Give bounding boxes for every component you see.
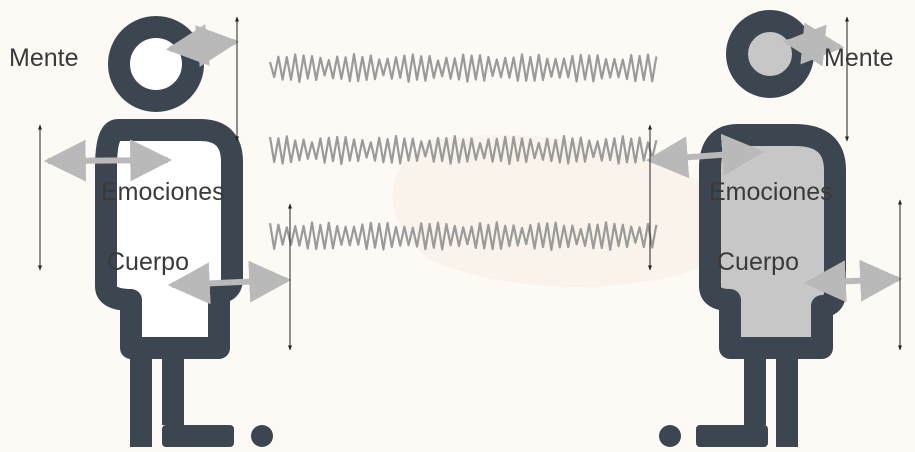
right-emotions-double-arrow (645, 133, 765, 179)
left-mind-double-arrow (165, 24, 240, 67)
right-person-dot (659, 425, 681, 447)
left-body-double-arrow (167, 260, 292, 305)
right-emotions-label: Emociones (709, 178, 833, 206)
right-body-label: Cuerpo (717, 248, 799, 276)
mind-wave (268, 52, 658, 83)
left-person-leg-right (162, 345, 184, 425)
right-person-leg-left (744, 345, 766, 425)
double-arrows (43, 22, 903, 305)
left-emotions-label: Emociones (101, 178, 225, 206)
body-wave (268, 221, 658, 251)
emotions-wave (268, 135, 658, 166)
left-emotions-double-arrow (43, 139, 173, 182)
right-mind-label: Mente (824, 44, 894, 72)
left-body-label: Cuerpo (107, 248, 189, 276)
left-person-head (108, 16, 204, 112)
left-person-foot (162, 425, 234, 447)
right-person-foot (696, 425, 768, 447)
measure-lines (38, 16, 902, 351)
right-person-torso (699, 124, 846, 359)
right-person-leg-right (776, 345, 798, 447)
left-person-leg-left (130, 345, 152, 447)
left-person-dot (251, 425, 273, 447)
left-mind-label: Mente (9, 44, 79, 72)
right-person-figure (659, 10, 846, 447)
right-mind-double-arrow (782, 22, 845, 67)
right-person-head (726, 10, 814, 98)
communication-waves (268, 52, 658, 251)
left-person-figure (95, 16, 273, 447)
right-body-double-arrow (803, 259, 903, 303)
